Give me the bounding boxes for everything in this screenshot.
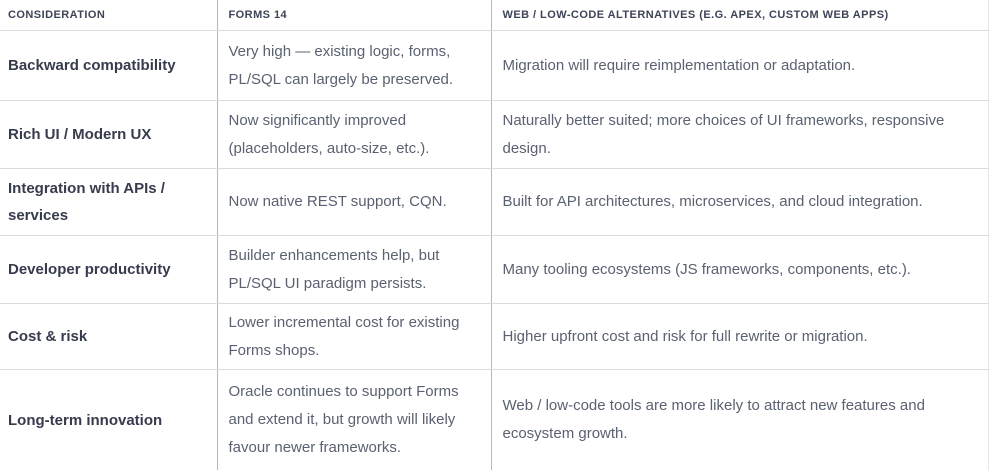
forms14-cell: Builder enhancements help, but PL/SQL UI…	[217, 236, 491, 304]
web-lowcode-cell: Migration will require reimplementation …	[491, 31, 988, 101]
column-header-forms14: FORMS 14	[217, 0, 491, 31]
forms14-cell: Lower incremental cost for existing Form…	[217, 304, 491, 370]
web-lowcode-cell: Web / low-code tools are more likely to …	[491, 370, 988, 470]
web-lowcode-cell: Higher upfront cost and risk for full re…	[491, 304, 988, 370]
column-header-consideration: CONSIDERATION	[0, 0, 217, 31]
forms14-cell: Now native REST support, CQN.	[217, 169, 491, 236]
row-label-cell: Developer productivity	[0, 236, 217, 304]
table-row: Backward compatibility Very high — exist…	[0, 31, 988, 101]
table-row: Integration with APIs / services Now nat…	[0, 169, 988, 236]
forms14-cell: Very high — existing logic, forms, PL/SQ…	[217, 31, 491, 101]
column-header-web-lowcode: WEB / LOW-CODE ALTERNATIVES (E.G. APEX, …	[491, 0, 988, 31]
web-lowcode-cell: Naturally better suited; more choices of…	[491, 101, 988, 169]
row-label-cell: Backward compatibility	[0, 31, 217, 101]
table-row: Long-term innovation Oracle continues to…	[0, 370, 988, 470]
web-lowcode-cell: Built for API architectures, microservic…	[491, 169, 988, 236]
row-label-cell: Integration with APIs / services	[0, 169, 217, 236]
row-label-cell: Rich UI / Modern UX	[0, 101, 217, 169]
table-row: Cost & risk Lower incremental cost for e…	[0, 304, 988, 370]
forms14-cell: Now significantly improved (placeholders…	[217, 101, 491, 169]
forms14-cell: Oracle continues to support Forms and ex…	[217, 370, 491, 470]
row-label-cell: Long-term innovation	[0, 370, 217, 470]
row-label-cell: Cost & risk	[0, 304, 217, 370]
table-header-row: CONSIDERATION FORMS 14 WEB / LOW-CODE AL…	[0, 0, 988, 31]
table-row: Rich UI / Modern UX Now significantly im…	[0, 101, 988, 169]
table-row: Developer productivity Builder enhanceme…	[0, 236, 988, 304]
web-lowcode-cell: Many tooling ecosystems (JS frameworks, …	[491, 236, 988, 304]
